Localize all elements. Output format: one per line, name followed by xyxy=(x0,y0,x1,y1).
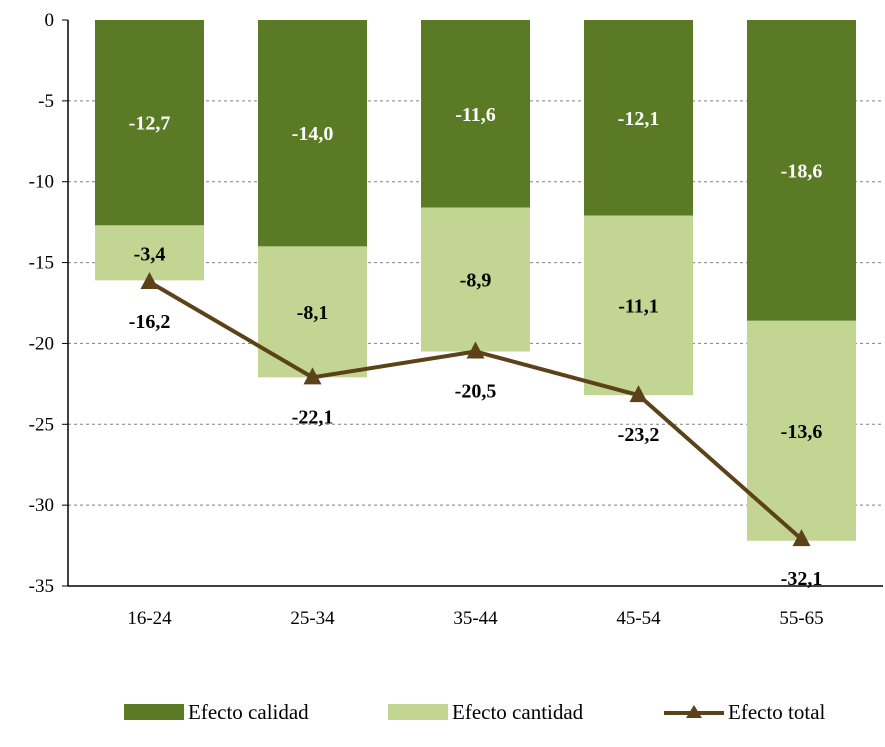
y-tick-label: 0 xyxy=(45,10,55,31)
data-label-efecto-calidad: -18,6 xyxy=(781,160,823,182)
y-tick-label: -10 xyxy=(29,172,54,193)
x-tick-label: 25-34 xyxy=(290,608,335,629)
x-tick-label: 55-65 xyxy=(779,608,823,629)
x-tick-label: 45-54 xyxy=(616,608,661,629)
data-label-efecto-total: -20,5 xyxy=(455,381,497,403)
legend-item-efecto-calidad: Efecto calidad xyxy=(124,692,309,732)
legend-swatch-efecto-cantidad xyxy=(388,704,448,720)
data-label-efecto-cantidad: -13,6 xyxy=(781,421,823,443)
data-label-efecto-cantidad: -8,1 xyxy=(297,302,329,324)
stacked-bar-line-chart: 0 -5 -10 -15 -20 -25 -30 -35 16-24 25-34 35-44 45-5… xyxy=(29,10,883,629)
data-label-efecto-calidad: -14,0 xyxy=(292,123,334,145)
y-tick-label: -25 xyxy=(29,414,54,435)
point-efecto-total xyxy=(466,341,485,359)
bar-efecto-cantidad xyxy=(747,320,856,541)
legend: Efecto calidad Efecto cantidad Efecto to… xyxy=(0,692,885,732)
data-label-efecto-total: -16,2 xyxy=(129,311,171,333)
data-label-efecto-cantidad: -8,9 xyxy=(460,270,492,292)
data-label-efecto-calidad: -12,1 xyxy=(618,108,660,130)
y-tick-label: -35 xyxy=(29,576,54,597)
legend-swatch-efecto-total xyxy=(664,705,724,718)
legend-item-efecto-total: Efecto total xyxy=(662,692,825,732)
bar-efecto-calidad xyxy=(421,20,530,208)
y-tick-label: -15 xyxy=(29,253,54,274)
bar-efecto-calidad xyxy=(258,20,367,247)
data-label-efecto-calidad: -11,6 xyxy=(455,104,496,126)
data-label-efecto-total: -22,1 xyxy=(292,406,334,428)
data-label-efecto-calidad: -12,7 xyxy=(129,113,171,135)
bar-efecto-calidad xyxy=(95,20,204,226)
x-tick-label: 16-24 xyxy=(127,608,172,629)
y-tick-label: -30 xyxy=(29,495,54,516)
point-efecto-total xyxy=(140,271,159,289)
legend-label-efecto-cantidad: Efecto cantidad xyxy=(452,699,584,724)
legend-item-efecto-cantidad: Efecto cantidad xyxy=(388,692,583,732)
legend-swatch-efecto-calidad xyxy=(124,704,184,720)
bar-efecto-cantidad xyxy=(584,215,693,396)
legend-label-efecto-calidad: Efecto calidad xyxy=(188,699,309,724)
point-efecto-total xyxy=(303,367,322,385)
bar-efecto-calidad xyxy=(747,20,856,321)
data-label-efecto-cantidad: -3,4 xyxy=(134,243,166,265)
data-label-efecto-total: -32,1 xyxy=(781,568,823,590)
legend-label-efecto-total: Efecto total xyxy=(728,699,826,724)
bar-efecto-calidad xyxy=(584,20,693,216)
point-efecto-total xyxy=(629,385,648,403)
y-tick-label: -20 xyxy=(29,333,54,354)
point-efecto-total xyxy=(792,529,811,547)
data-label-efecto-cantidad: -11,1 xyxy=(618,295,659,317)
bar-efecto-cantidad xyxy=(421,207,530,352)
bar-efecto-cantidad xyxy=(95,225,204,281)
y-tick-label: -5 xyxy=(38,91,54,112)
x-tick-label: 35-44 xyxy=(453,608,498,629)
data-label-efecto-total: -23,2 xyxy=(618,424,660,446)
